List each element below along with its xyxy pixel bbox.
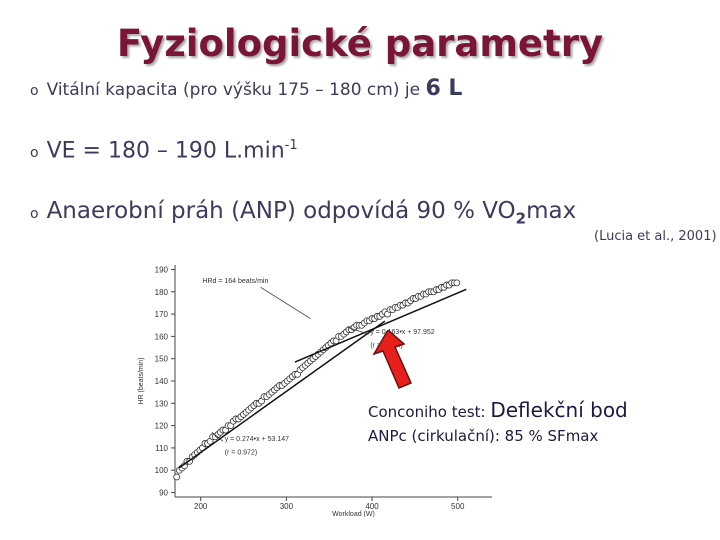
anpc-note: ANPc (cirkulační): 85 % SFmax <box>368 427 599 445</box>
y-tick-label: 160 <box>155 332 169 341</box>
note-highlight: Deflekční bod <box>490 398 628 422</box>
annotation-pointer <box>211 431 224 442</box>
bullet-ventilation: o VE = 180 – 190 L.min-1 <box>30 138 298 163</box>
y-tick-label: 90 <box>159 489 168 498</box>
bullet-superscript: -1 <box>284 138 298 153</box>
x-tick-label: 200 <box>194 502 208 511</box>
annotation-pointer <box>347 327 369 335</box>
x-axis-label: Workload (W) <box>332 511 375 517</box>
y-tick-label: 140 <box>155 377 169 386</box>
bullet-text: VE = 180 – 190 L.min <box>46 138 285 164</box>
bullet-subscript: 2 <box>515 209 527 228</box>
data-point <box>453 279 461 287</box>
bullet-anaerobic-threshold: o Anaerobní práh (ANP) odpovídá 90 % VO2m… <box>30 198 576 228</box>
page-title: Fyziologické parametry <box>116 22 604 65</box>
y-tick-label: 100 <box>155 466 169 475</box>
bullet-mark: o <box>30 145 39 162</box>
y-tick-label: 150 <box>155 355 169 364</box>
annotation-eq-lower: y = 0.274•x + 53.147 <box>225 436 289 443</box>
bullet-text-tail: max <box>526 198 577 224</box>
bullet-vital-capacity: o Vitální kapacita (pro výšku 175 – 180 c… <box>30 76 462 101</box>
bullet-mark: o <box>30 206 39 222</box>
citation: (Lucia et al., 2001) <box>594 229 717 244</box>
y-axis-label: HR (beats/min) <box>138 357 145 404</box>
arrow-icon <box>372 330 412 389</box>
x-tick-label: 300 <box>280 502 294 511</box>
y-tick-label: 120 <box>155 422 169 431</box>
bullet-mark: o <box>30 83 39 99</box>
regression-line <box>178 320 386 469</box>
y-tick-label: 170 <box>155 310 169 319</box>
bullet-text: Vitální kapacita (pro výšku 175 – 180 cm… <box>46 80 426 100</box>
note-label: Conconiho test: <box>368 403 491 421</box>
annotation-hrd: HRd = 164 beats/min <box>202 278 268 285</box>
data-point <box>173 473 181 481</box>
conconi-chart: 90 100 110 120 130 140 150 160 170 180 190 200 300 40… <box>138 265 492 517</box>
y-tick-label: 130 <box>155 399 169 408</box>
y-tick-label: 110 <box>155 444 168 453</box>
conconi-note: Conconiho test: Deflekční bod <box>368 398 628 422</box>
x-tick-label: 500 <box>451 502 465 511</box>
annotation-eq-upper: y = 0.163•x + 97.952 <box>370 329 434 336</box>
y-tick-label: 190 <box>155 265 169 274</box>
x-tick-label: 400 <box>365 502 379 511</box>
regression-line <box>294 288 467 363</box>
annotation-r-lower: (r = 0.972) <box>225 450 258 457</box>
annotation-pointer <box>260 286 311 319</box>
bullet-value: 6 L <box>425 76 463 101</box>
bullet-text: Anaerobní práh (ANP) odpovídá 90 % VO <box>46 198 516 224</box>
y-tick-label: 180 <box>155 288 169 297</box>
